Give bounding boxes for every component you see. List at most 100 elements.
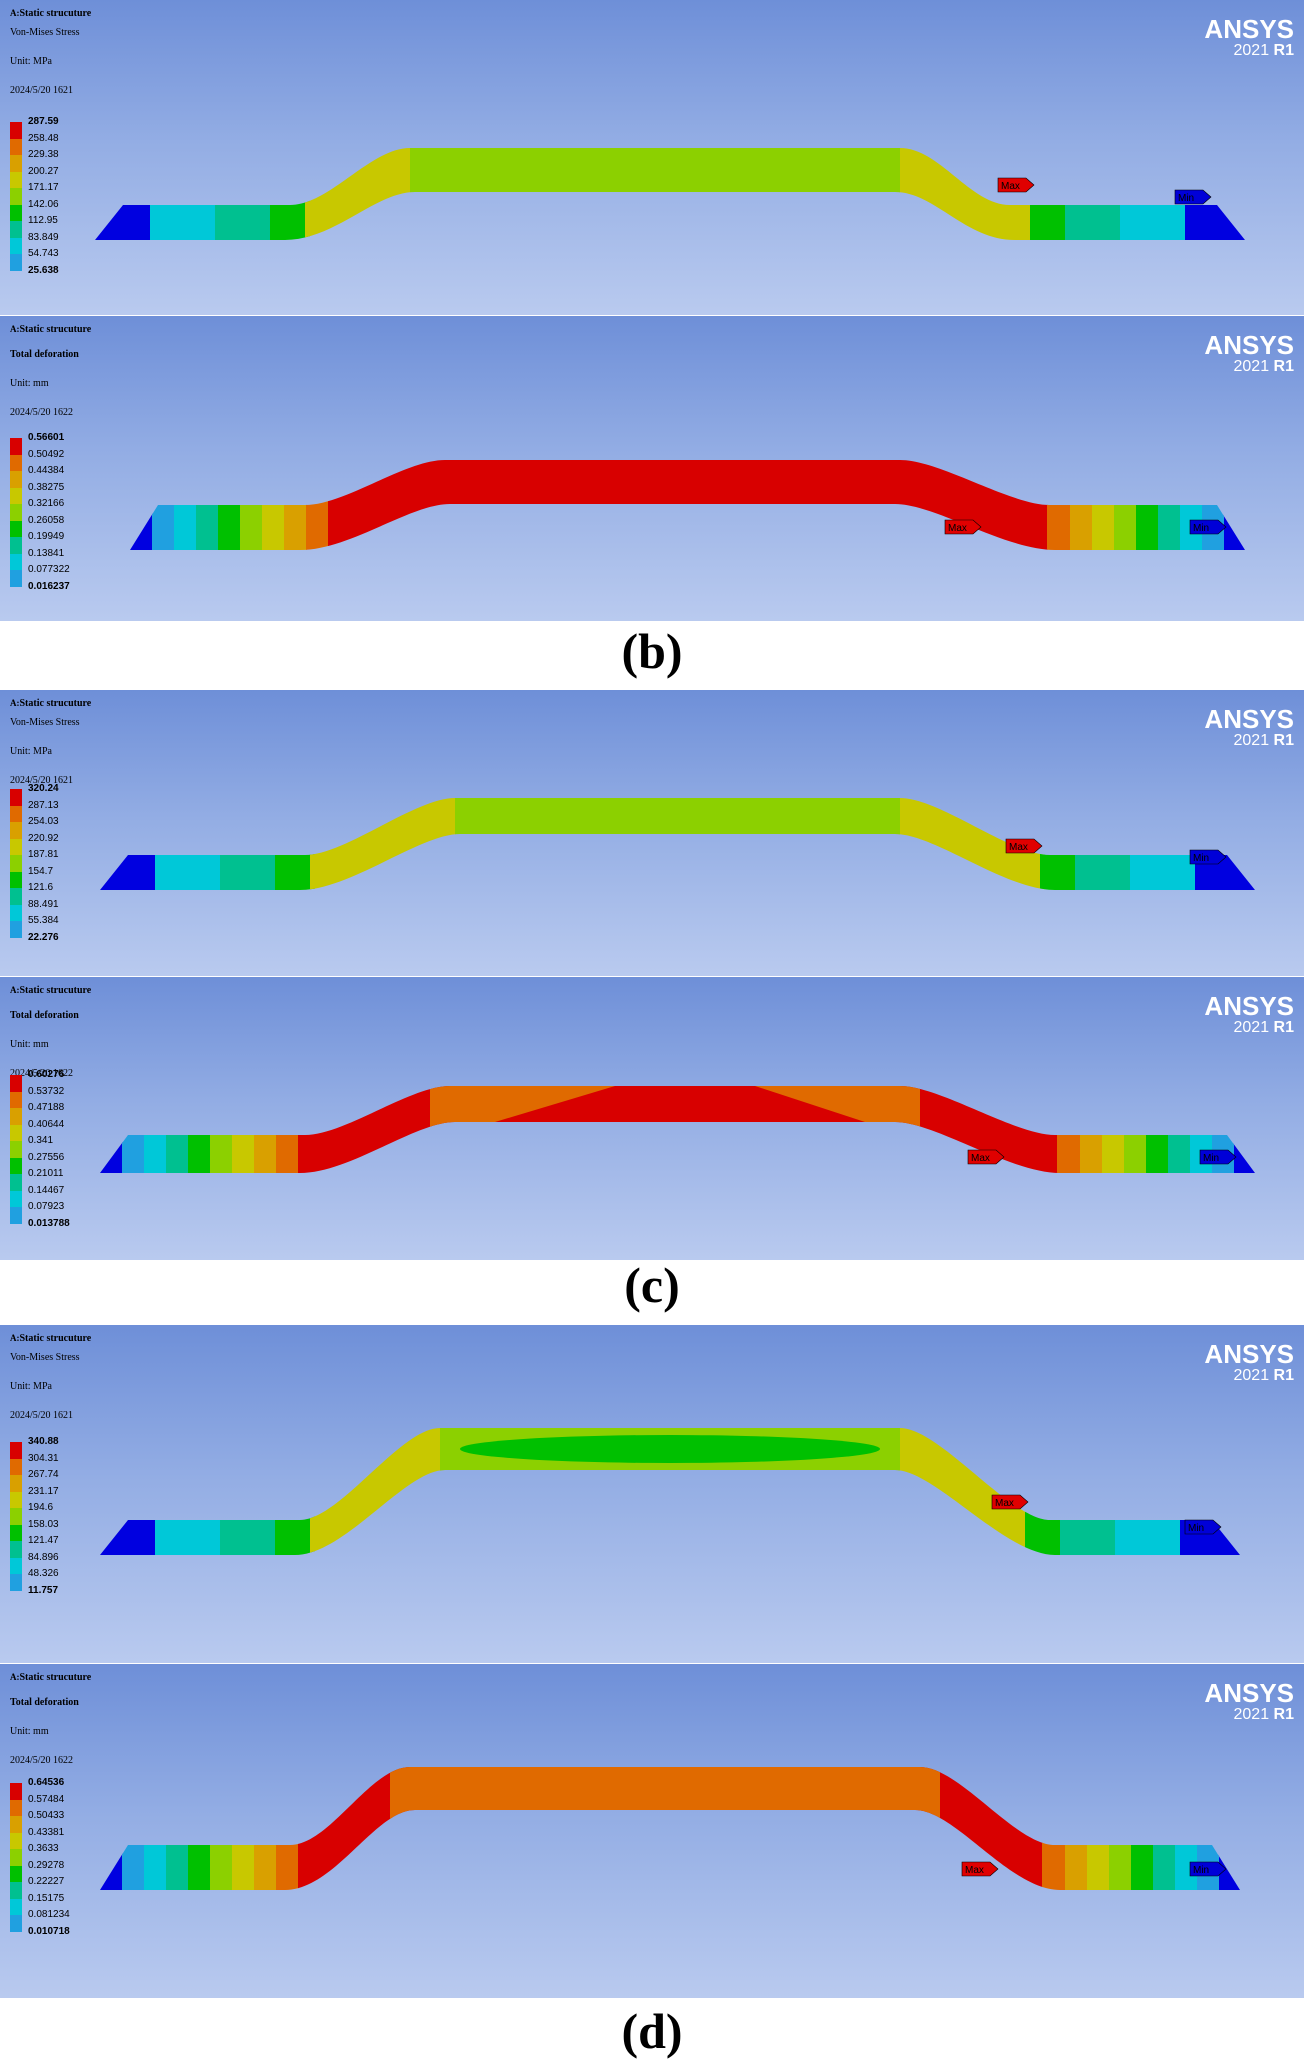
legend-value: 83.849 [28,231,59,243]
legend-swatch [10,1491,22,1508]
legend-swatch [10,1557,22,1574]
legend-swatch [10,537,22,554]
result-title-prefix: A: [10,698,20,708]
legend-value: 0.19949 [28,531,65,542]
result-title: A:Static strucuture [10,1333,91,1344]
result-unit: Unit: mm [10,1039,49,1050]
panel-b-deformation: A:Static strucuture Total deforation Unit:… [0,316,1304,621]
contour-band [1167,1086,1190,1173]
min-probe-tag-text: Min [1193,523,1209,534]
contour-band [240,460,263,550]
legend-value: 231.17 [28,1485,59,1497]
brand-version: 2021 R1 [1204,1368,1295,1384]
result-unit: Unit: MPa [10,56,52,67]
legend-swatch [10,789,22,806]
legend-value-min: 22.276 [28,931,59,943]
legend-value: 0.29278 [28,1859,65,1871]
contour-band [1115,1428,1185,1555]
legend-swatch [10,487,22,504]
legend-value: 0.07923 [28,1201,65,1212]
legend-swatch [10,438,22,455]
legend-value: 0.081234 [28,1909,70,1920]
result-info: A:Static strucuture Total deforation Unit:… [10,324,91,418]
legend-value: 220.92 [28,832,59,844]
legend-value: 254.03 [28,816,59,827]
min-probe-tag-text: Min [1203,1153,1219,1164]
max-probe-tag-text: Max [965,1865,984,1876]
legend-value: 55.384 [28,915,59,926]
brand-name: ANSYS [1204,1678,1294,1708]
contour-band [232,1767,255,1890]
contour-band [218,460,241,550]
result-title-prefix: A: [10,8,20,18]
panel-c-deformation: A:Static strucuture Total deforation Unit:… [0,977,1304,1260]
contour-band [196,460,219,550]
max-probe-tag-text: Max [1001,181,1020,192]
max-probe-tag: Max [944,519,982,535]
legend-value: 0.43381 [28,1826,65,1838]
legend-value: 0.57484 [28,1793,65,1805]
legend-value: 0.47188 [28,1102,65,1113]
contour-band [410,148,900,240]
result-unit: Unit: mm [10,1726,49,1737]
legend-swatch [10,1508,22,1525]
brand-name: ANSYS [1204,14,1294,44]
result-type: Von-Mises Stress [10,1352,80,1363]
min-probe-tag: Min [1189,519,1227,535]
beam-model: Max Min [100,1767,1240,1890]
contour-band [1179,460,1202,550]
contour-band [495,1086,865,1122]
legend-value: 187.81 [28,849,59,860]
brand-name: ANSYS [1204,704,1294,734]
legend-value: 0.21011 [28,1168,64,1179]
panel-b-stress: A:Static strucuture Von-Mises Stress Unit:… [0,0,1304,315]
result-date: 2024/5/20 1622 [10,407,74,418]
contour-band [174,460,197,550]
contour-band [1060,1428,1120,1555]
result-info: A:Static strucuture Von-Mises Stress Unit:… [10,1333,91,1421]
legend-value: 0.44384 [28,465,65,476]
contour-band [328,460,1048,550]
result-date: 2024/5/20 1621 [10,775,74,786]
min-probe-tag-text: Min [1188,1523,1204,1534]
contour-band [95,148,155,240]
legend-value-min: 0.016237 [28,580,70,592]
legend-swatch [10,1108,22,1125]
result-title-text: Static strucuture [19,1333,92,1344]
brand-version-release: R1 [1273,358,1294,375]
max-probe-tag: Max [1005,838,1043,854]
contour-band [284,460,307,550]
legend-swatch [10,904,22,921]
result-title-prefix: A: [10,1333,20,1343]
brand-name: ANSYS [1204,991,1294,1021]
contour-band [155,798,225,890]
brand-version-release: R1 [1273,732,1294,749]
result-unit: Unit: mm [10,378,49,389]
legend-value: 200.27 [28,165,59,177]
legend-swatch [10,471,22,488]
ansys-logo: ANSYS 2021 R1 [1204,332,1294,375]
legend-swatch [10,188,22,205]
result-title-prefix: A: [10,985,20,995]
legend-value: 0.60276 [28,1069,65,1080]
legend-swatch [10,1915,22,1932]
legend-value: 121.6 [28,882,54,893]
contour-band [276,1767,299,1890]
contour-band [1130,798,1200,890]
max-probe-tag-text: Max [948,523,967,534]
legend-swatch [10,1141,22,1158]
contour-band [1185,148,1245,240]
caption-b: (b) [621,623,683,679]
legend-swatch [10,254,22,271]
max-probe-tag: Max [991,1494,1029,1510]
contour-band [1040,798,1080,890]
legend-value-min: 0.013788 [28,1217,70,1229]
contour-band [215,148,275,240]
legend-value: 229.38 [28,149,59,160]
contour-band [1079,1086,1102,1173]
legend-value: 112.95 [28,215,58,226]
legend-value-min: 25.638 [28,264,59,276]
legend-swatch [10,1898,22,1915]
contour-band [1025,1428,1065,1555]
legend-value-min: 0.010718 [28,1925,70,1937]
